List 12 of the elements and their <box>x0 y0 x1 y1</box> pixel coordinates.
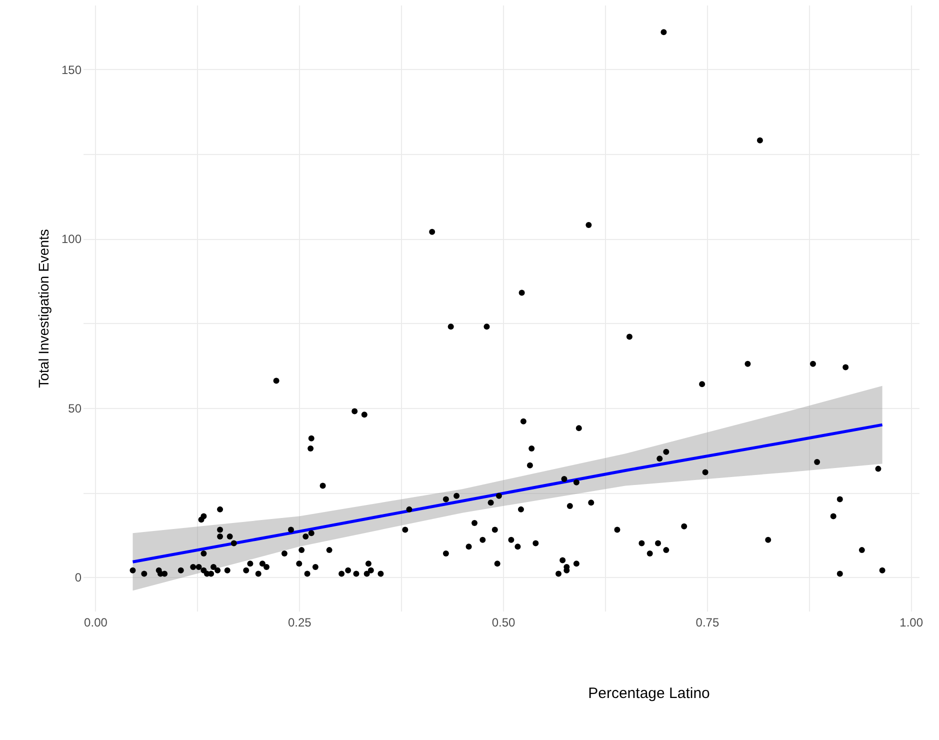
y-axis-title: Total Investigation Events <box>35 229 52 388</box>
y-tick-label: 0 <box>74 570 82 585</box>
text: Percentage Latino <box>588 685 710 702</box>
x-tick-label: 0.00 <box>84 616 108 630</box>
x-tick-label: 0.50 <box>492 616 516 630</box>
x-tick-label: 0.25 <box>288 616 312 630</box>
x-tick-label: 1.00 <box>900 616 924 630</box>
y-tick-label: 100 <box>61 232 82 246</box>
x-tick-label: 0.75 <box>696 616 720 630</box>
y-tick-label: 150 <box>61 62 82 77</box>
line-series <box>131 423 884 564</box>
y-tick-label: 50 <box>68 401 82 416</box>
